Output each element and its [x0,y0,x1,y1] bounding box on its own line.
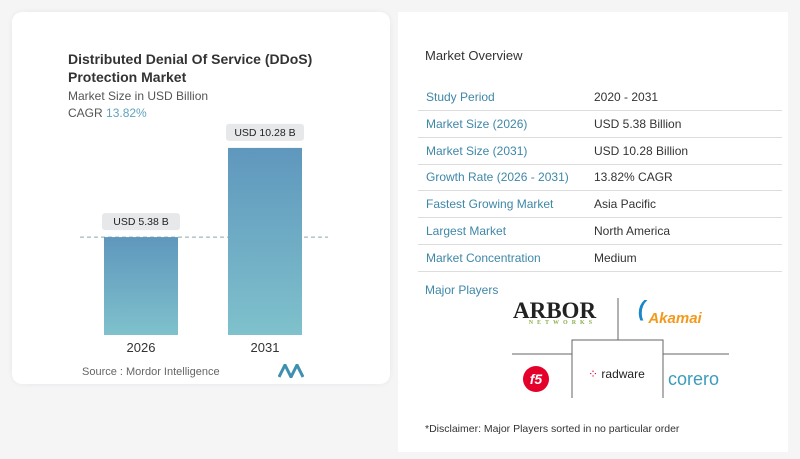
row-label: Market Size (2026) [426,116,528,131]
bar-2031 [228,147,302,335]
data-label-bg [226,123,304,141]
x-tick-label: 2026 [127,340,156,355]
overview-row: Market Concentration Medium [418,245,782,272]
major-players-title: Major Players [425,283,499,297]
row-value: USD 10.28 Billion [594,143,689,158]
disclaimer: *Disclaimer: Major Players sorted in no … [425,423,680,435]
row-label: Fastest Growing Market [426,197,554,212]
row-value: Medium [594,250,637,265]
data-label-bg [102,213,180,231]
overview-row: Market Size (2031) USD 10.28 Billion [418,138,782,165]
row-label: Market Concentration [426,250,541,265]
akamai-logo: ( Akamai [638,296,702,327]
overview-panel [398,12,788,452]
cagr-label: CAGR [68,106,103,120]
overview-row: Market Size (2026) USD 5.38 Billion [418,111,782,138]
data-label: USD 5.38 B [113,216,168,228]
x-tick-label: 2031 [251,340,280,355]
source: Source : Mordor Intelligence [82,366,220,378]
row-value: North America [594,224,671,238]
cagr: CAGR 13.82% [68,106,147,120]
chart-title: Distributed Denial Of Service (DDoS) Pro… [68,51,313,85]
arbor-logo: ARBOR NETWORKS [513,298,597,326]
row-label: Market Size (2031) [426,143,528,158]
radware-logo: ⁘ radware [588,367,645,381]
overview-row: Study Period 2020 - 2031 [418,84,782,111]
bar-2026 [104,237,178,335]
players-grid [512,298,729,398]
data-label: USD 10.28 B [234,127,295,139]
mordor-logo-icon [278,364,304,378]
cagr-value: 13.82% [106,106,147,120]
row-value: Asia Pacific [594,197,657,212]
bar-chart: USD 5.38 B 2026 USD 10.28 B 2031 [80,123,328,355]
chart-subtitle: Market Size in USD Billion [68,89,209,103]
row-value: 2020 - 2031 [594,90,659,104]
row-label: Largest Market [426,224,507,238]
row-label: Growth Rate (2026 - 2031) [426,170,569,185]
chart-card [12,12,390,384]
overview-title: Market Overview [425,48,523,63]
overview-row: Fastest Growing Market Asia Pacific [418,191,782,219]
overview-row: Growth Rate (2026 - 2031) 13.82% CAGR [418,164,782,192]
overview-row: Largest Market North America [418,218,782,245]
row-value: USD 5.38 Billion [594,116,682,131]
row-value: 13.82% CAGR [594,170,673,185]
row-label: Study Period [426,90,495,104]
f5-logo: f5 [523,366,549,392]
corero-logo: corero [668,369,720,389]
